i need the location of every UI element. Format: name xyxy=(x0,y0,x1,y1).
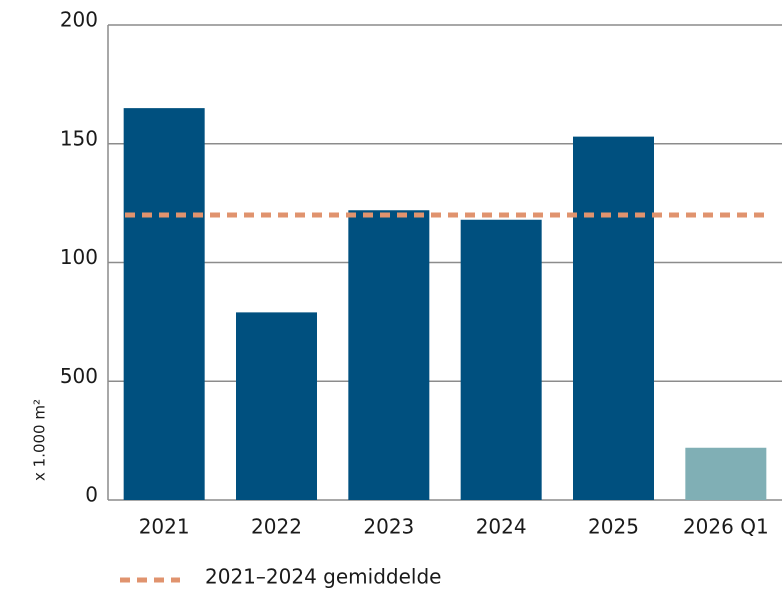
bar xyxy=(460,219,542,500)
x-tick-label: 2021 xyxy=(139,515,190,539)
bar xyxy=(123,108,205,500)
bar xyxy=(685,447,767,500)
legend-label: 2021–2024 gemiddelde xyxy=(205,565,441,589)
x-tick-label: 2024 xyxy=(476,515,527,539)
x-tick-label: 2025 xyxy=(588,515,639,539)
y-tick-label: 100 xyxy=(60,245,98,269)
y-tick-label: 200 xyxy=(60,8,98,32)
x-tick-label: 2023 xyxy=(363,515,414,539)
bar xyxy=(573,136,654,500)
bar xyxy=(348,210,430,500)
y-tick-label: 500 xyxy=(60,364,98,388)
y-tick-label: 0 xyxy=(85,483,98,507)
bar xyxy=(236,312,317,500)
y-tick-label: 150 xyxy=(60,126,98,150)
y-axis-label: x 1.000 m² xyxy=(31,399,49,481)
x-tick-label: 2026 Q1 xyxy=(683,515,769,539)
x-tick-label: 2022 xyxy=(251,515,302,539)
